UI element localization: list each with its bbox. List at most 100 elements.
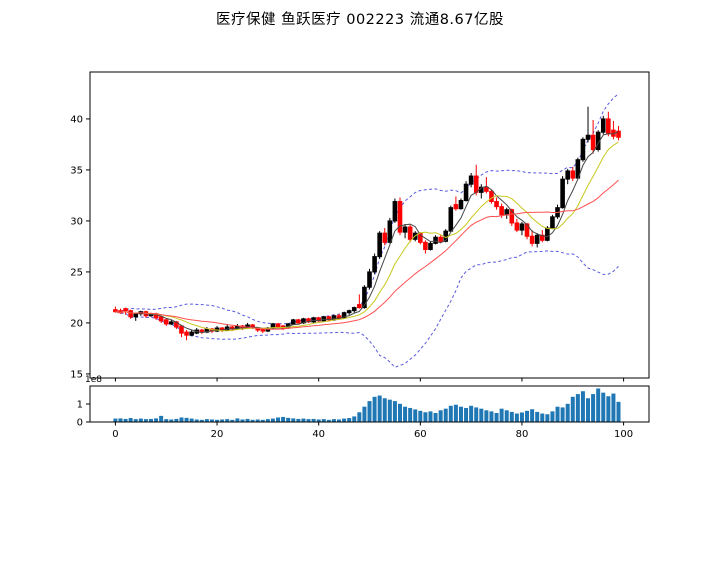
volume-bar [204,419,209,422]
volume-bar [372,396,377,422]
volume-bar [357,412,362,422]
volume-bar [575,394,580,422]
candle-body [402,226,408,233]
volume-bar [199,419,204,422]
candle-body [423,241,428,250]
volume-bar [423,412,428,422]
volume-x-tick-label: 80 [516,429,529,440]
volume-bar [428,411,433,422]
candle-body [484,186,489,192]
candle-body [448,207,454,232]
volume-x-tick-label: 0 [112,429,118,440]
volume-bar [291,418,296,422]
candle-body [357,304,362,309]
volume-bar [550,411,555,422]
volume-bar [479,408,484,422]
volume-bar [545,414,550,422]
candle-body [382,232,388,243]
y-tick-label: 20 [70,318,83,329]
candle-body [504,209,510,216]
candle-body [179,325,184,334]
volume-bar [443,408,448,422]
volume-bar [113,418,118,422]
candle-body [169,321,174,325]
volume-bar [382,398,387,422]
volume-bar [403,406,408,422]
volume-bar [458,406,463,422]
volume-bar [418,410,423,422]
candle-body [600,118,606,133]
volume-bar [250,419,255,422]
volume-bar [184,417,189,422]
candle-body [290,319,296,325]
volume-bar [469,405,474,422]
volume-bar [519,412,524,422]
candle-body [367,271,372,288]
volume-bar [225,419,230,422]
candle-body [158,316,164,322]
volume-bar [133,419,138,422]
candle-body [570,170,576,179]
volume-exponent-label: 1e8 [85,375,102,385]
candle-body [519,223,525,231]
volume-bar [138,418,143,422]
main-plot-border [89,71,650,379]
candle-body [453,204,459,210]
volume-bar [194,419,199,422]
volume-bar [494,413,499,422]
candle-body [392,201,398,222]
candle-body [133,313,139,318]
candle-body [606,118,611,134]
candle-body [468,175,474,185]
chart-title: 医疗保健 鱼跃医疗 002223 流通8.67亿股 [216,12,504,28]
candle-body [296,319,301,324]
y-tick-label: 40 [70,114,83,125]
volume-bar [301,418,306,422]
candle-body [397,201,403,233]
bollinger-bands [115,93,619,368]
candle-body [499,206,504,216]
y-tick-label: 15 [70,369,83,380]
boll-upper-line [115,93,619,325]
volume-bar [154,418,159,422]
volume-x-tick-label: 100 [614,429,633,440]
volume-bar [230,419,235,422]
candle-body [128,310,133,318]
volume-bar [240,419,245,422]
volume-bar [433,413,438,422]
volume-bar [306,419,311,422]
candle-body [189,331,194,336]
volume-y-tick-label: 1 [77,400,83,411]
volume-bar [265,419,270,422]
candle-body [362,286,367,309]
y-tick-label: 35 [70,165,83,176]
candle-body [509,209,515,224]
volume-bars-group [113,388,621,422]
volume-bar [448,405,453,422]
volume-bar [169,419,174,422]
boll-lower-line [115,250,619,368]
volume-bar [489,411,494,422]
volume-bar [586,398,591,422]
ma-slow-line [115,179,619,330]
candle-body [428,242,433,250]
candle-body [163,319,169,325]
candle-body [473,175,479,193]
volume-bar [413,409,418,422]
volume-bar [611,393,616,422]
candle-body [387,220,393,243]
candle-body [529,235,535,244]
volume-bar [367,401,372,422]
volume-bar [189,418,194,422]
candle-body [438,236,443,242]
volume-bar [245,418,250,422]
volume-bar [504,410,509,422]
volume-bar [392,401,397,422]
volume-bar [362,406,367,422]
candle-body [463,183,469,202]
main-axes: 15 20 25 30 35 40 [70,71,650,382]
candle-body [534,234,540,244]
volume-bar [159,415,164,422]
